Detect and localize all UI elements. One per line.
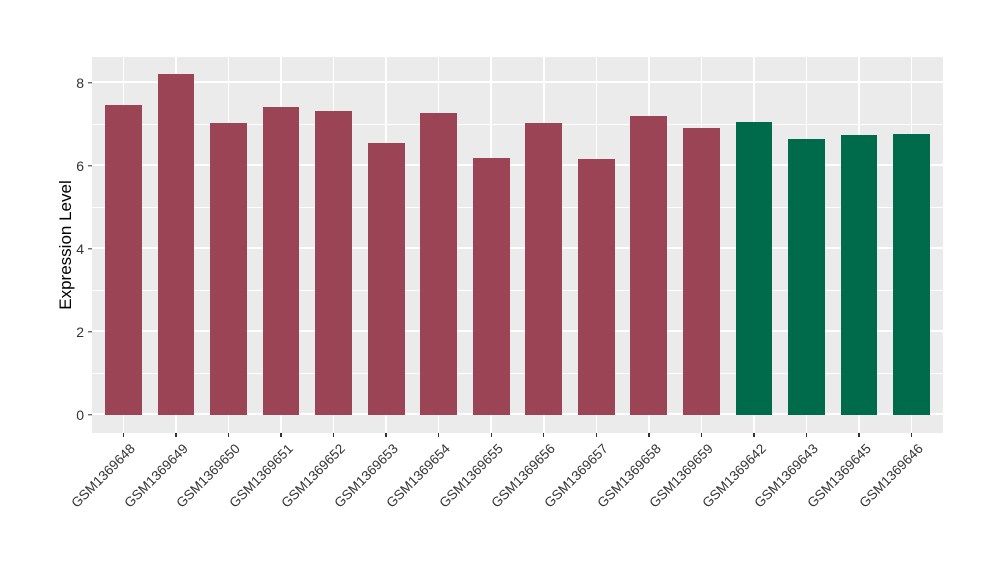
bar-GSM1369646 bbox=[893, 134, 930, 415]
y-tick-label: 6 bbox=[76, 158, 84, 174]
bar-GSM1369653 bbox=[367, 143, 405, 415]
x-tick-mark bbox=[385, 433, 387, 437]
x-tick-mark bbox=[858, 433, 860, 437]
bar-GSM1369643 bbox=[788, 139, 825, 415]
x-tick-mark bbox=[280, 433, 282, 437]
x-tick-mark bbox=[543, 433, 545, 437]
y-tick-label: 0 bbox=[76, 407, 84, 423]
x-tick-mark bbox=[805, 433, 808, 437]
x-tick-mark bbox=[700, 433, 703, 437]
bar-GSM1369642 bbox=[735, 122, 773, 415]
major-gridline bbox=[92, 81, 943, 83]
major-gridline bbox=[92, 413, 943, 415]
y-tick-mark bbox=[88, 248, 92, 250]
major-gridline bbox=[92, 330, 943, 332]
bar-GSM1369648 bbox=[105, 105, 142, 415]
x-tick-mark bbox=[753, 433, 755, 437]
x-tick-mark bbox=[227, 433, 230, 437]
minor-gridline bbox=[92, 372, 943, 374]
minor-gridline bbox=[92, 289, 943, 291]
x-tick-mark bbox=[438, 433, 440, 437]
bar-GSM1369659 bbox=[682, 127, 720, 415]
bar-GSM1369649 bbox=[157, 73, 195, 415]
plot-panel bbox=[92, 57, 943, 433]
bar-GSM1369654 bbox=[420, 113, 458, 415]
x-tick-mark bbox=[910, 433, 913, 437]
x-tick-mark bbox=[648, 433, 650, 437]
y-tick-mark bbox=[88, 82, 92, 84]
bar-GSM1369645 bbox=[840, 135, 878, 415]
x-tick-mark bbox=[332, 433, 335, 437]
bar-GSM1369650 bbox=[210, 122, 247, 415]
bar-GSM1369656 bbox=[525, 122, 563, 415]
x-tick-mark bbox=[595, 433, 597, 437]
y-tick-label: 4 bbox=[76, 241, 84, 257]
y-tick-label: 2 bbox=[76, 324, 84, 340]
bar-GSM1369651 bbox=[262, 106, 300, 415]
major-gridline bbox=[92, 247, 943, 249]
minor-gridline bbox=[92, 123, 943, 125]
bar-GSM1369655 bbox=[472, 158, 510, 415]
x-tick-mark bbox=[122, 433, 125, 437]
minor-gridline bbox=[92, 206, 943, 208]
x-tick-mark bbox=[490, 433, 492, 437]
major-gridline bbox=[92, 164, 943, 166]
bar-GSM1369652 bbox=[315, 111, 353, 415]
y-tick-mark bbox=[88, 414, 92, 416]
bar-GSM1369658 bbox=[630, 116, 668, 415]
bar-GSM1369657 bbox=[577, 158, 615, 415]
y-tick-mark bbox=[88, 331, 92, 333]
y-tick-label: 8 bbox=[76, 75, 84, 91]
x-tick-mark bbox=[175, 433, 177, 437]
y-tick-mark bbox=[88, 165, 92, 167]
